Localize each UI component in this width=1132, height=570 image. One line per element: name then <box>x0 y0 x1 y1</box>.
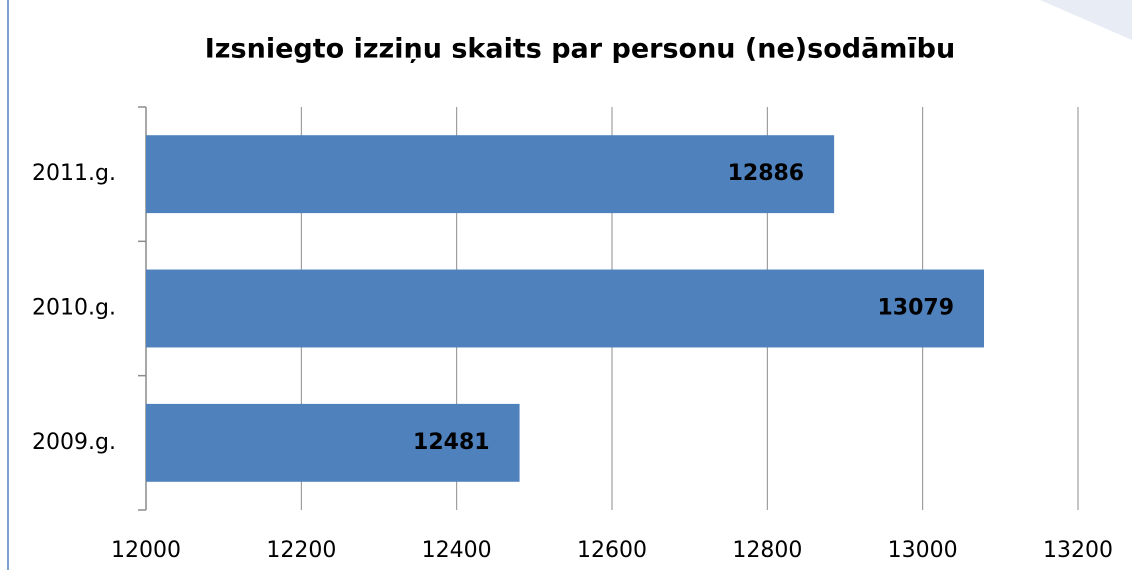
bar <box>146 403 520 482</box>
x-tick-label: 12400 <box>422 538 492 563</box>
corner-decoration <box>1040 0 1132 40</box>
data-label: 13079 <box>877 296 954 321</box>
bar <box>146 269 985 348</box>
y-tick-label: 2010.g. <box>32 296 116 321</box>
x-tick-label: 12600 <box>577 538 647 563</box>
x-tick-label: 12200 <box>266 538 336 563</box>
x-tick-label: 12000 <box>111 538 181 563</box>
y-tick-label: 2009.g. <box>32 430 116 455</box>
bar <box>146 135 835 214</box>
data-label: 12481 <box>413 430 490 455</box>
x-tick-label: 13200 <box>1043 538 1113 563</box>
data-label: 12886 <box>728 161 805 186</box>
y-tick-label: 2011.g. <box>32 161 116 186</box>
x-tick-label: 13000 <box>888 538 958 563</box>
chart-title: Izsniegto izziņu skaits par personu (ne)… <box>205 34 955 65</box>
x-tick-label: 12800 <box>732 538 802 563</box>
